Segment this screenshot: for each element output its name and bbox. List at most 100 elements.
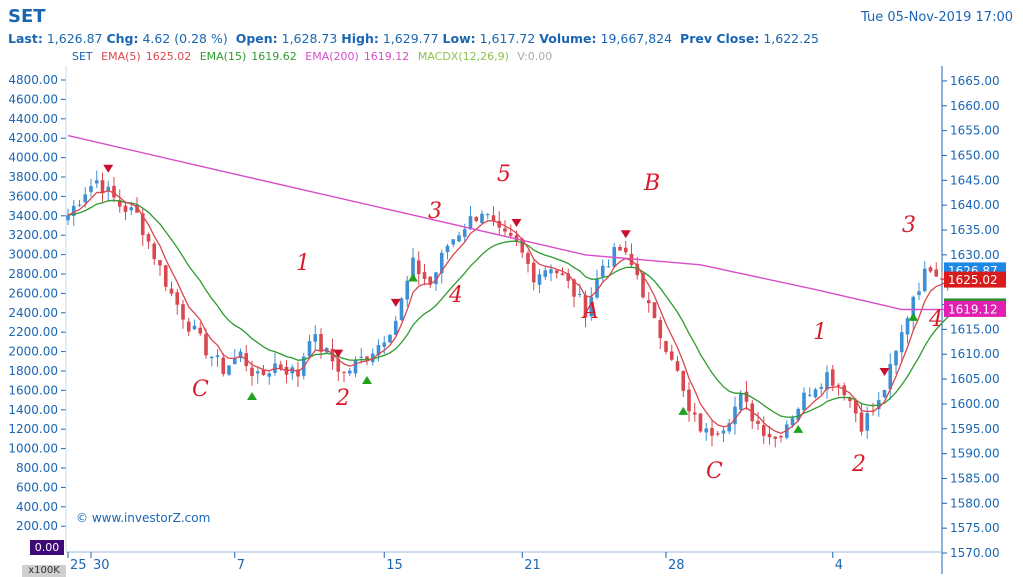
candle-body — [577, 293, 582, 295]
sell-signal-icon — [620, 230, 631, 239]
candle-body — [756, 420, 760, 424]
wave-annotation: 4 — [928, 307, 943, 332]
candle-body — [359, 356, 364, 358]
candle-body — [100, 180, 105, 194]
candle-body — [388, 334, 392, 343]
candle-body — [560, 273, 565, 276]
candle-body — [790, 418, 795, 426]
candle-body — [158, 260, 162, 266]
left-tick-label: 4400.00 — [8, 112, 58, 126]
legend-ema5-value: 1625.02 — [145, 50, 192, 63]
candle-body — [733, 406, 737, 425]
candle-body — [451, 239, 456, 245]
right-tick-label: 1610.00 — [950, 347, 1000, 361]
candle-body — [836, 384, 841, 386]
candle-body — [928, 267, 933, 272]
candle-body — [416, 260, 421, 275]
candle-body — [94, 180, 99, 184]
left-tick-label: 2800.00 — [8, 267, 58, 281]
ema15-line — [67, 199, 954, 418]
candle-body — [422, 272, 427, 280]
candle-body — [658, 320, 663, 339]
prev-close-value: 1,622.25 — [763, 31, 819, 46]
candle-body — [807, 394, 812, 396]
candle-body — [773, 436, 778, 439]
candle-body — [117, 200, 122, 207]
candle-body — [721, 430, 726, 434]
left-tick-label: 4200.00 — [8, 131, 58, 145]
right-tick-label: 1575.00 — [950, 521, 1000, 535]
candle-body — [894, 350, 898, 366]
candle-body — [899, 332, 904, 353]
wave-annotation: 2 — [335, 386, 350, 411]
right-tick-label: 1570.00 — [950, 546, 1000, 560]
left-tick-label: 3800.00 — [8, 170, 58, 184]
candle-body — [71, 205, 76, 216]
candle-body — [393, 320, 398, 336]
right-tick-label: 1600.00 — [950, 397, 1000, 411]
chart-date: Tue 05-Nov-2019 17:00 — [861, 10, 1013, 25]
candle-body — [623, 247, 628, 253]
wave-annotation: C — [706, 459, 723, 484]
right-tick-label: 1605.00 — [950, 372, 1000, 386]
candle-body — [198, 327, 203, 334]
candle-body — [531, 262, 536, 283]
candle-body — [554, 270, 559, 274]
candle-body — [911, 296, 916, 321]
candle-body — [830, 369, 835, 386]
right-tick-label: 1585.00 — [950, 471, 1000, 485]
candle-body — [922, 268, 927, 292]
buy-signal-icon — [793, 424, 804, 433]
ema5-line — [67, 190, 954, 435]
candle-body — [802, 392, 806, 411]
candle-body — [819, 387, 824, 389]
left-tick-label: 600.00 — [16, 480, 58, 494]
candle-body — [882, 389, 887, 398]
sell-signal-icon — [390, 298, 401, 307]
candle-body — [595, 278, 599, 298]
candle-body — [382, 342, 387, 347]
left-tick-label: 2200.00 — [8, 325, 58, 339]
right-tick-label: 1635.00 — [950, 223, 1000, 237]
x-tick-label: 4 — [835, 558, 843, 573]
candle-body — [181, 304, 185, 320]
high-value: 1,629.77 — [382, 31, 439, 46]
candle-body — [491, 215, 496, 221]
buy-signal-icon — [247, 392, 257, 401]
open-label: Open: — [235, 31, 278, 46]
candle-body — [848, 397, 852, 401]
candle-body — [221, 357, 226, 375]
left-tick-label: 2600.00 — [8, 286, 58, 300]
candle-body — [232, 358, 237, 365]
candle-body — [307, 341, 312, 357]
candle-body — [520, 238, 525, 253]
legend-ema15-value: 1619.62 — [251, 50, 297, 63]
candle-body — [175, 292, 180, 305]
sell-signal-icon — [879, 367, 890, 376]
right-tick-label: 1660.00 — [950, 99, 1000, 113]
candle-body — [112, 185, 116, 198]
candle-body — [664, 341, 668, 352]
candle-body — [296, 369, 300, 377]
right-tick-label: 1580.00 — [950, 496, 1000, 510]
candle-body — [140, 213, 145, 236]
candle-body — [83, 194, 88, 203]
candle-body — [842, 385, 847, 396]
candle-body — [89, 186, 93, 192]
chg-label: Chg: — [106, 31, 139, 46]
candle-body — [347, 370, 352, 374]
candle-body — [186, 321, 191, 332]
candle-body — [399, 298, 404, 321]
candle-body — [445, 245, 450, 253]
legend-volume-label: V:0.00 — [517, 50, 553, 63]
last-label: Last: — [8, 31, 43, 46]
symbol-title: SET — [8, 6, 46, 27]
candle-body — [744, 391, 749, 402]
volume-value: 19,667,824 — [600, 31, 673, 46]
candle-body — [428, 276, 433, 285]
candle-body — [468, 216, 473, 230]
candle-body — [261, 369, 266, 375]
x-tick-label: 28 — [668, 558, 685, 573]
x-tick-label: 21 — [524, 558, 541, 573]
